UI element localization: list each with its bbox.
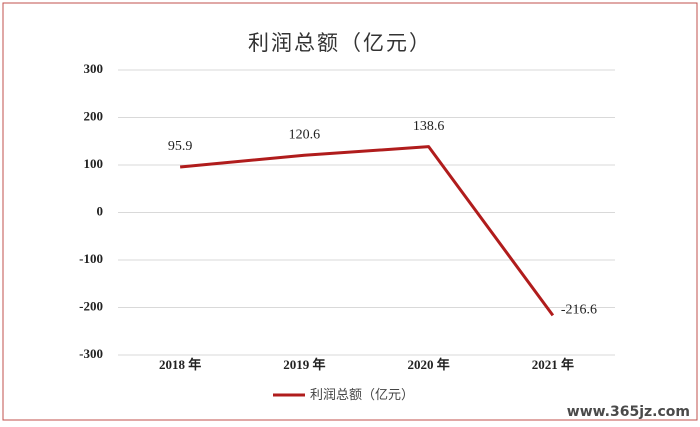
- y-tick-label: 0: [97, 203, 104, 218]
- x-tick-label: 2018 年: [159, 357, 201, 372]
- chart-border: [2, 2, 698, 421]
- line: [179, 145, 555, 317]
- data-label: 138.6: [413, 119, 445, 134]
- data-label: -216.6: [561, 303, 597, 318]
- data-label: 120.6: [289, 127, 321, 142]
- y-tick-label: -300: [79, 346, 103, 361]
- x-tick-label: 2019 年: [283, 357, 325, 372]
- x-tick-label: 2021 年: [532, 357, 574, 372]
- data-label: 95.9: [168, 139, 193, 154]
- legend-label: 利润总额（亿元）: [310, 387, 414, 402]
- y-tick-label: 200: [84, 108, 104, 123]
- x-tick-label: 2020 年: [407, 357, 449, 372]
- watermark: www.365jz.com: [567, 404, 690, 420]
- chart-title: 利润总额（亿元）: [248, 31, 432, 55]
- y-tick-label: 300: [84, 61, 104, 76]
- y-tick-label: 100: [84, 156, 104, 171]
- y-tick-label: -100: [79, 251, 103, 266]
- y-tick-label: -200: [79, 298, 103, 313]
